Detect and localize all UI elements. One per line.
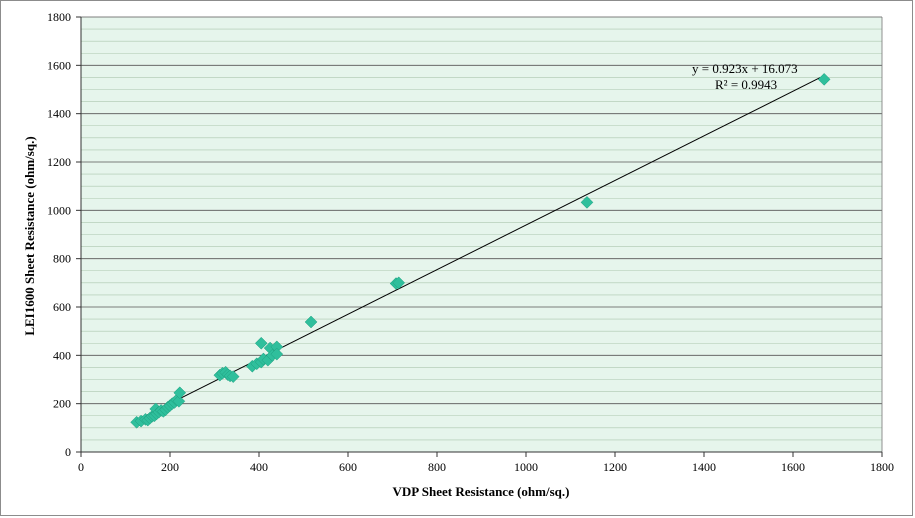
data-point (270, 347, 284, 361)
x-tick-label: 1000 (514, 460, 538, 474)
trendline-r-squared: R² = 0.9943 (715, 77, 777, 92)
minor-gridlines (81, 28, 882, 441)
data-point (580, 196, 594, 209)
x-tick-label: 1200 (603, 460, 627, 474)
data-point (226, 370, 240, 383)
x-tick-label: 400 (250, 460, 268, 474)
x-tick-label: 1800 (870, 460, 894, 474)
data-point (392, 276, 406, 290)
x-tick-label: 800 (428, 460, 446, 474)
y-tick-label: 0 (65, 445, 71, 459)
y-tick-label: 1600 (47, 58, 71, 72)
y-tick-label: 1200 (47, 155, 71, 169)
x-tick-labels: 0 200 400 600 800 1000 1200 1400 1600 1800 (78, 452, 894, 474)
data-point (304, 315, 318, 329)
x-tick-label: 1600 (781, 460, 805, 474)
x-tick-label: 0 (78, 460, 84, 474)
data-point (817, 72, 831, 86)
data-point (173, 386, 187, 400)
y-tick-label: 600 (53, 300, 71, 314)
data-point (254, 336, 268, 350)
y-tick-label: 1400 (47, 107, 71, 121)
x-tick-label: 1400 (692, 460, 716, 474)
x-tick-label: 200 (161, 460, 179, 474)
x-axis-title: VDP Sheet Resistance (ohm/sq.) (393, 484, 570, 499)
y-tick-label: 1000 (47, 203, 71, 217)
data-point (172, 394, 186, 408)
y-tick-label: 800 (53, 252, 71, 266)
y-tick-label: 1800 (47, 10, 71, 24)
y-tick-label: 200 (53, 397, 71, 411)
y-tick-labels: 0 200 400 600 800 1000 1200 1400 1600 1800 (47, 10, 81, 459)
trendline-equation: y = 0.923x + 16.073 (692, 61, 798, 76)
x-tick-label: 600 (339, 460, 357, 474)
data-points (130, 72, 831, 429)
y-axis-title: LEI1600 Sheet Resistance (ohm/sq.) (22, 136, 37, 335)
y-tick-label: 400 (53, 348, 71, 362)
